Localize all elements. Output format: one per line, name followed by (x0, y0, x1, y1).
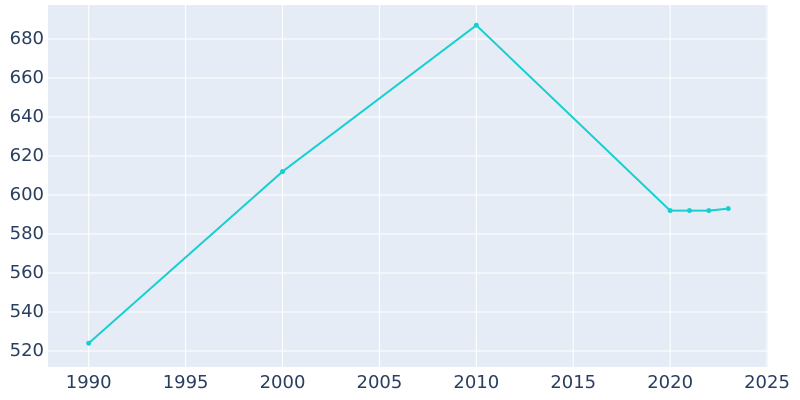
x-tick-label: 2025 (744, 372, 790, 393)
point (86, 340, 92, 346)
y-tick-label: 680 (10, 28, 44, 49)
x-tick-label: 1990 (66, 372, 112, 393)
y-tick-label: 580 (10, 223, 44, 244)
y-tick-label: 560 (10, 262, 44, 283)
y-tick-label: 540 (10, 301, 44, 322)
point (473, 22, 479, 28)
point (280, 169, 286, 175)
x-tick-label: 2005 (357, 372, 403, 393)
y-tick-label: 660 (10, 67, 44, 88)
y-tick-label: 520 (10, 340, 44, 361)
point (667, 208, 673, 214)
y-tick-label: 620 (10, 145, 44, 166)
x-tick-label: 1995 (163, 372, 209, 393)
y-tick-label: 600 (10, 184, 44, 205)
plot-area (48, 5, 768, 367)
y-tick-label: 640 (10, 106, 44, 127)
point (725, 206, 731, 212)
point (687, 208, 693, 214)
x-tick-label: 2000 (260, 372, 306, 393)
x-tick-label: 2015 (550, 372, 596, 393)
x-tick-label: 2020 (647, 372, 693, 393)
point (706, 208, 712, 214)
x-tick-label: 2010 (453, 372, 499, 393)
